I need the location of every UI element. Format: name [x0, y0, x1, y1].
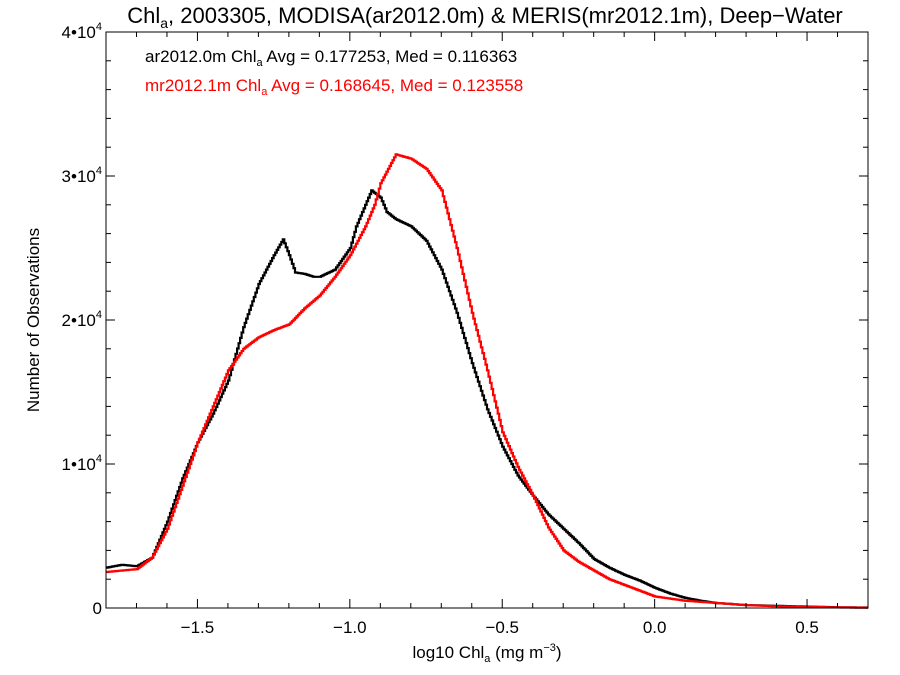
- legend: ar2012.0m Chla Avg = 0.177253, Med = 0.1…: [145, 47, 523, 98]
- chart-title: Chla, 2003305, MODISA(ar2012.0m) & MERIS…: [127, 3, 843, 31]
- x-tick-label: −0.5: [485, 618, 519, 637]
- y-tick-label: 4•104: [62, 21, 102, 42]
- series-layer: [106, 153, 868, 609]
- x-tick-label: −1.0: [333, 618, 367, 637]
- legend-entry-mr2012: mr2012.1m Chla Avg = 0.168645, Med = 0.1…: [145, 76, 523, 98]
- plot-frame: [105, 31, 869, 609]
- y-tick-label: 3•104: [62, 165, 102, 186]
- y-tick-label: 0: [93, 599, 102, 618]
- x-tick-label: −1.5: [181, 618, 215, 637]
- x-tick-label: 0.5: [795, 618, 819, 637]
- y-axis-label: Number of Observations: [24, 228, 43, 412]
- y-tick-label: 1•104: [62, 453, 102, 474]
- ticks-layer: −1.5 −1.0 −0.5 0.0 0.5 0 1•104 2•104 3•104 4•104: [62, 21, 869, 637]
- x-axis-label: log10 Chla (mg m−3): [412, 642, 561, 665]
- series-line-mr2012.1m: [106, 153, 868, 609]
- x-tick-label: 0.0: [643, 618, 667, 637]
- legend-entry-ar2012: ar2012.0m Chla Avg = 0.177253, Med = 0.1…: [145, 47, 517, 69]
- series-line-ar2012.0m: [106, 189, 868, 609]
- y-tick-label: 2•104: [62, 309, 102, 330]
